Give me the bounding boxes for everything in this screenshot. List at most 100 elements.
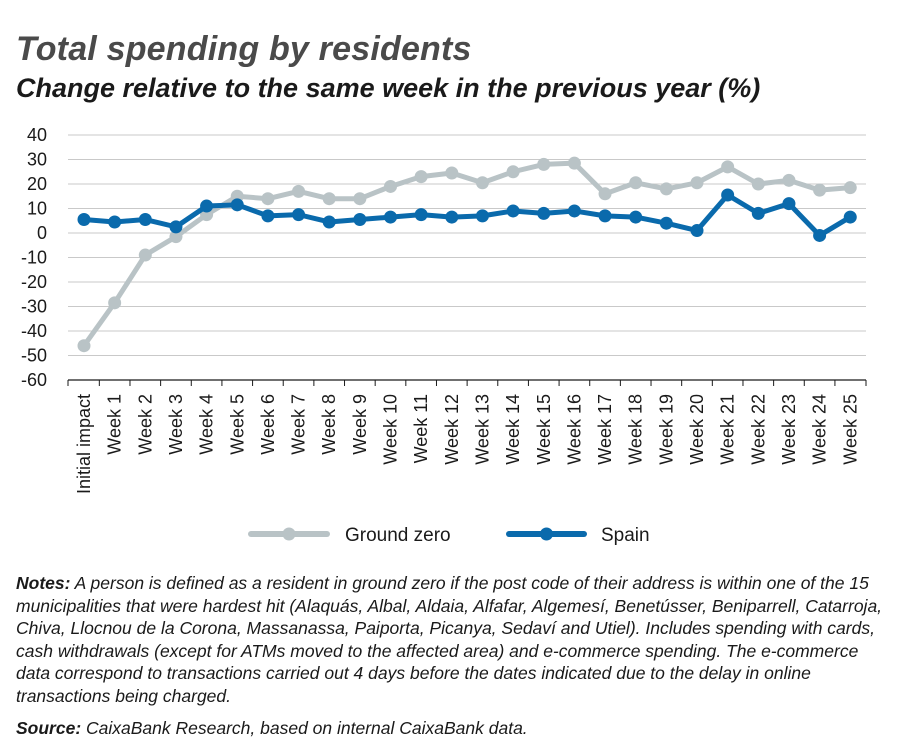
data-point	[813, 228, 827, 242]
data-point	[138, 248, 152, 262]
data-point	[353, 213, 367, 227]
x-tick-label: Week 21	[718, 394, 738, 465]
series-line	[83, 192, 852, 238]
data-point	[108, 215, 122, 229]
x-tick-label: Week 16	[564, 394, 584, 465]
data-point	[659, 182, 673, 196]
data-point	[629, 176, 643, 190]
series-spain	[77, 188, 857, 242]
data-point	[353, 192, 367, 206]
x-tick-label: Week 6	[258, 394, 278, 455]
data-point	[169, 220, 183, 234]
data-point	[782, 173, 796, 187]
x-tick-label: Week 8	[319, 394, 339, 455]
x-tick-label: Week 24	[810, 394, 830, 465]
x-tick-label: Week 10	[381, 394, 401, 465]
data-point	[77, 339, 91, 353]
y-tick-label: 30	[27, 150, 47, 170]
legend-swatch-marker	[540, 527, 553, 541]
x-tick-label: Week 25	[840, 394, 860, 465]
x-tick-label: Week 19	[656, 394, 676, 465]
data-point	[475, 209, 489, 223]
x-tick-label: Week 18	[626, 394, 646, 465]
data-point	[537, 157, 551, 171]
data-point	[843, 181, 857, 195]
data-point	[138, 213, 152, 227]
y-tick-label: -30	[21, 297, 47, 317]
x-tick-label: Week 2	[135, 394, 155, 455]
x-tick-label: Week 23	[779, 394, 799, 465]
data-point	[751, 206, 765, 220]
source-text: CaixaBank Research, based on internal Ca…	[81, 718, 528, 738]
x-axis-ticks: Initial impact Week 1 Week 2 Week 3 Week 4 We…	[74, 394, 860, 494]
data-point	[261, 192, 275, 206]
x-tick-label: Week 15	[534, 394, 554, 465]
x-tick-label: Week 7	[289, 394, 309, 455]
y-tick-label: 20	[27, 174, 47, 194]
data-point	[169, 230, 183, 244]
data-point	[200, 199, 214, 213]
x-tick-label: Week 20	[687, 394, 707, 465]
source-label: Source:	[16, 718, 82, 738]
y-tick-label: -50	[21, 346, 47, 366]
data-point	[659, 216, 673, 230]
data-point	[77, 213, 91, 227]
data-point	[721, 188, 735, 202]
data-point	[843, 210, 857, 224]
y-tick-label: 0	[37, 223, 47, 243]
data-point	[230, 198, 244, 212]
x-tick-label: Week 1	[105, 394, 125, 455]
data-point	[506, 204, 520, 218]
y-tick-label: -40	[21, 321, 47, 341]
x-tick-label: Week 9	[350, 394, 370, 455]
line-chart: 40 30 20 10 0 -10 -20 -30 -40 -50 -60 Initial impa…	[21, 125, 867, 546]
data-point	[721, 160, 735, 174]
data-point	[322, 215, 336, 229]
data-point	[690, 224, 704, 238]
x-tick-label: Initial impact	[74, 394, 94, 494]
y-tick-label: 10	[27, 199, 47, 219]
data-point	[475, 176, 489, 190]
notes-label: Notes:	[16, 573, 71, 593]
y-axis-ticks: 40 30 20 10 0 -10 -20 -30 -40 -50 -60	[21, 125, 47, 390]
data-point	[567, 156, 581, 170]
chart-subtitle: Change relative to the same week in the …	[16, 73, 761, 103]
data-point	[384, 210, 397, 224]
data-point	[567, 204, 581, 218]
source: Source: CaixaBank Research, based on int…	[16, 718, 528, 739]
data-point	[445, 166, 459, 180]
chart-title: Total spending by residents	[16, 30, 472, 68]
series-lines	[77, 156, 857, 353]
x-tick-label: Week 13	[472, 394, 492, 465]
legend-item: Ground zero	[248, 525, 451, 546]
x-tick-label: Week 4	[197, 394, 217, 455]
data-point	[813, 183, 827, 197]
grid-lines	[68, 134, 866, 356]
data-point	[506, 165, 520, 179]
x-tick-label: Week 3	[166, 394, 186, 455]
legend-swatch-marker	[282, 527, 296, 541]
y-tick-label: 40	[27, 125, 47, 145]
data-point	[598, 209, 612, 223]
data-point	[445, 210, 459, 224]
x-axis	[67, 379, 867, 386]
y-tick-label: -20	[21, 272, 47, 292]
notes: Notes: A person is defined as a resident…	[16, 572, 884, 707]
data-point	[414, 170, 428, 184]
x-tick-label: Week 11	[411, 394, 431, 463]
data-point	[782, 197, 796, 211]
notes-text: A person is defined as a resident in gro…	[16, 573, 883, 706]
data-point	[108, 296, 122, 310]
legend: Ground zero Spain	[248, 525, 650, 546]
x-tick-label: Week 14	[503, 394, 523, 465]
data-point	[292, 184, 306, 198]
data-point	[322, 192, 336, 206]
data-point	[629, 210, 643, 224]
x-tick-label: Week 5	[227, 394, 247, 455]
data-point	[537, 206, 551, 220]
data-point	[690, 176, 704, 190]
data-point	[292, 208, 306, 222]
y-tick-label: -10	[21, 248, 47, 268]
data-point	[751, 177, 765, 191]
series-line	[81, 160, 851, 348]
